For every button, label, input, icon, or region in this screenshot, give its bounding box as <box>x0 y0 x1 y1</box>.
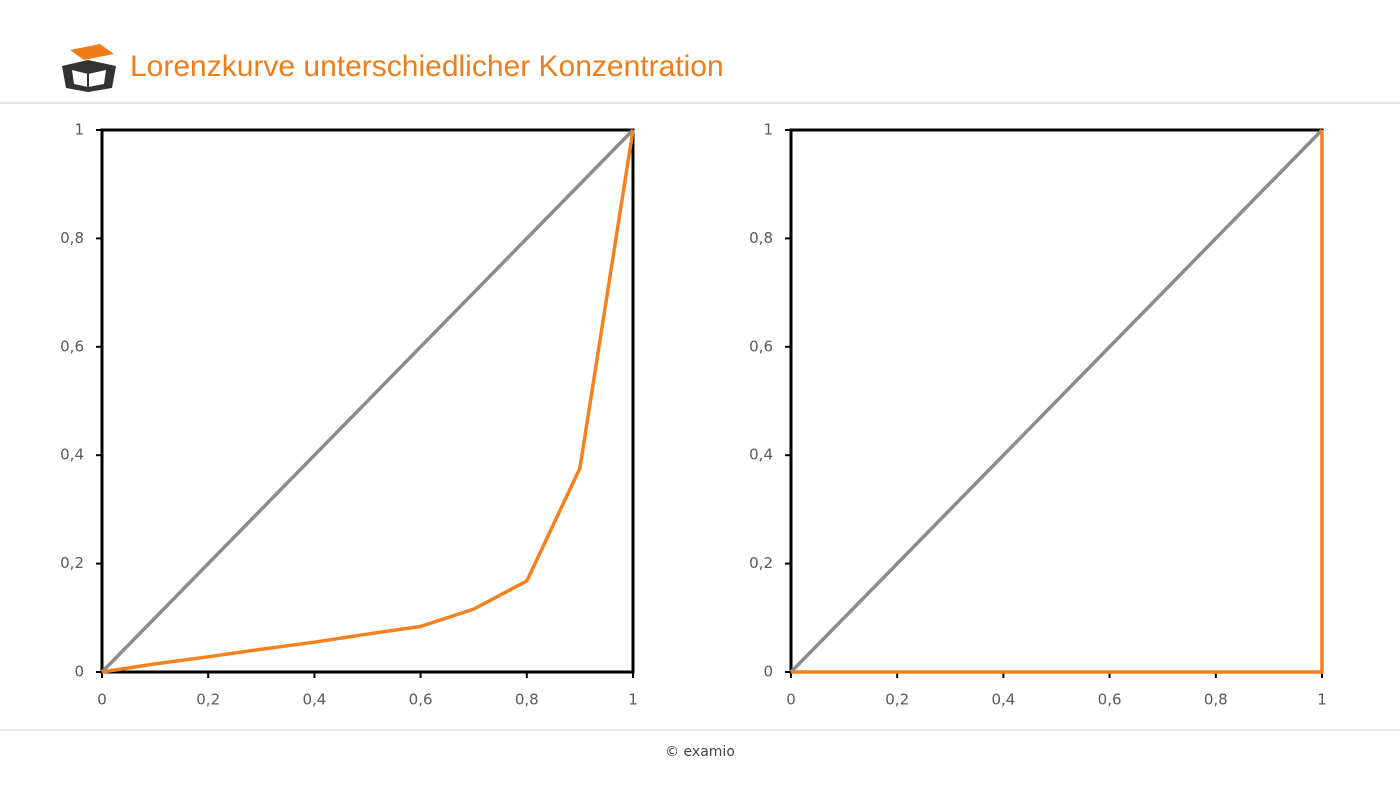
x-tick-label: 0,6 <box>409 691 433 709</box>
y-tick-label: 0,4 <box>749 446 773 464</box>
x-tick-label: 1 <box>628 691 638 709</box>
footer-text: © examio <box>665 744 735 760</box>
y-tick-label: 1 <box>74 121 84 139</box>
y-tick-label: 0,8 <box>749 229 773 247</box>
y-tick-label: 0,6 <box>60 337 84 355</box>
y-tick-label: 0 <box>763 663 773 681</box>
x-tick-label: 0,8 <box>1204 691 1228 709</box>
y-tick-label: 0,4 <box>60 446 84 464</box>
x-tick-label: 0,8 <box>515 691 539 709</box>
x-tick-label: 0,4 <box>991 691 1015 709</box>
x-tick-label: 0 <box>786 691 796 709</box>
x-tick-label: 0 <box>97 691 107 709</box>
series-line <box>789 128 1324 674</box>
y-tick-label: 1 <box>763 121 773 139</box>
series-line <box>101 129 635 674</box>
x-tick-label: 0,4 <box>302 691 326 709</box>
y-tick-label: 0,8 <box>60 229 84 247</box>
plot-frame <box>100 128 635 674</box>
y-tick-label: 0,2 <box>60 554 84 572</box>
x-tick-label: 0,2 <box>885 691 909 709</box>
x-tick-label: 0,6 <box>1098 691 1122 709</box>
logo <box>62 44 116 92</box>
page-title: Lorenzkurve unterschiedlicher Konzentrat… <box>130 50 724 83</box>
y-tick-label: 0,6 <box>749 337 773 355</box>
x-tick-label: 0,2 <box>196 691 220 709</box>
series-line <box>791 130 1324 674</box>
y-tick-label: 0 <box>74 663 84 681</box>
y-tick-label: 0,2 <box>749 554 773 572</box>
x-tick-label: 1 <box>1317 691 1327 709</box>
series-line <box>100 128 635 674</box>
